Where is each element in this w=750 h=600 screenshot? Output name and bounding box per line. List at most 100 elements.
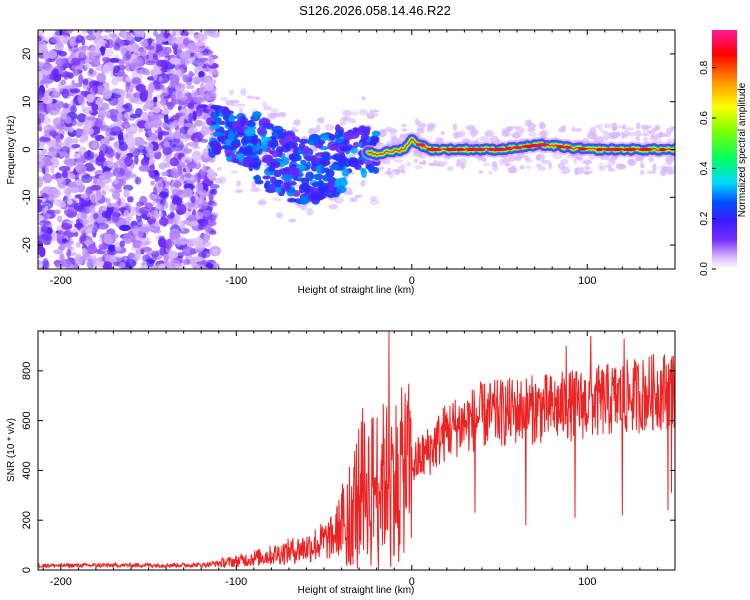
heatmap-cell bbox=[113, 65, 120, 74]
heatmap-cell bbox=[76, 220, 82, 231]
heatmap-cell bbox=[68, 45, 80, 53]
heatmap-cell bbox=[104, 30, 113, 33]
heatmap-cell bbox=[526, 127, 536, 132]
heatmap-cell bbox=[354, 194, 363, 198]
heatmap-cell bbox=[315, 124, 321, 133]
heatmap-cell bbox=[379, 128, 390, 132]
heatmap-cell bbox=[343, 132, 354, 140]
heatmap-cell bbox=[250, 187, 261, 193]
heatmap-cell bbox=[106, 157, 114, 165]
heatmap-cell bbox=[558, 127, 565, 133]
heatmap-cell bbox=[57, 229, 65, 241]
heatmap-cell bbox=[145, 250, 157, 255]
heatmap-cell bbox=[208, 69, 220, 76]
heatmap-cell bbox=[188, 57, 196, 64]
heatmap-cell bbox=[628, 159, 636, 167]
heatmap-cell bbox=[181, 188, 193, 197]
heatmap-cell bbox=[158, 131, 170, 136]
heatmap-cell bbox=[145, 60, 156, 66]
heatmap-cell bbox=[365, 126, 371, 132]
heatmap-cell bbox=[69, 38, 76, 47]
heatmap-cell bbox=[73, 153, 81, 159]
heatmap-cell bbox=[169, 230, 181, 240]
heatmap-cell bbox=[345, 187, 353, 195]
heatmap-cell bbox=[71, 79, 76, 90]
heatmap-cell bbox=[84, 58, 89, 70]
heatmap-cell bbox=[46, 151, 56, 156]
heatmap-cell bbox=[72, 69, 79, 77]
heatmap-cell bbox=[228, 117, 235, 122]
heatmap-cell bbox=[292, 166, 298, 176]
heatmap-cell bbox=[388, 128, 398, 134]
heatmap-cell bbox=[251, 144, 257, 151]
heatmap-cell bbox=[236, 180, 241, 187]
heatmap-peak bbox=[455, 147, 465, 152]
heatmap-cell bbox=[413, 158, 419, 164]
heatmap-cell bbox=[541, 159, 551, 165]
heatmap-cell bbox=[296, 204, 303, 209]
heatmap-cell bbox=[79, 135, 86, 144]
heatmap-cell bbox=[336, 185, 347, 194]
heatmap-cell bbox=[38, 30, 43, 37]
heatmap-cell bbox=[125, 136, 136, 147]
heatmap-cell bbox=[479, 136, 489, 142]
heatmap-cell bbox=[211, 121, 217, 126]
heatmap-cell bbox=[55, 172, 62, 179]
heatmap-cell bbox=[206, 172, 216, 179]
heatmap-cell bbox=[183, 219, 191, 225]
heatmap-cell bbox=[535, 153, 546, 161]
heatmap-cell bbox=[127, 216, 133, 221]
heatmap-cell bbox=[64, 116, 72, 124]
heatmap-cell bbox=[209, 140, 221, 149]
heatmap-cell bbox=[625, 127, 634, 131]
heatmap-cell bbox=[617, 125, 624, 129]
heatmap-cell bbox=[60, 79, 67, 86]
heatmap-cell bbox=[322, 154, 329, 162]
heatmap-cell bbox=[319, 180, 325, 189]
heatmap-cell bbox=[598, 162, 604, 170]
heatmap-cell bbox=[142, 104, 149, 112]
heatmap-cell bbox=[113, 161, 119, 170]
heatmap-cell bbox=[658, 131, 664, 138]
heatmap-cell bbox=[195, 182, 204, 192]
heatmap-cell bbox=[367, 164, 376, 173]
heatmap-cell bbox=[153, 264, 158, 269]
heatmap-cell bbox=[130, 173, 137, 178]
heatmap-cell bbox=[125, 76, 131, 83]
heatmap-cell bbox=[42, 62, 52, 71]
heatmap-cell bbox=[75, 242, 81, 248]
heatmap-cell bbox=[342, 109, 352, 116]
heatmap-cell bbox=[73, 202, 84, 211]
heatmap-cell bbox=[183, 122, 193, 128]
heatmap-cell bbox=[329, 133, 336, 141]
heatmap-cell bbox=[259, 198, 268, 202]
heatmap-cell bbox=[61, 88, 70, 99]
heatmap-cell bbox=[484, 130, 495, 138]
heatmap-cell bbox=[199, 76, 211, 83]
heatmap-cell bbox=[323, 167, 330, 174]
heatmap-cell bbox=[157, 122, 169, 128]
heatmap-cell bbox=[248, 161, 254, 172]
x-tick-label: -100 bbox=[225, 275, 247, 287]
heatmap-cell bbox=[334, 130, 340, 139]
heatmap-cell bbox=[55, 200, 67, 208]
heatmap-cell bbox=[172, 203, 178, 211]
heatmap-cell bbox=[50, 157, 58, 162]
y-tick-label: 800 bbox=[21, 362, 33, 380]
heatmap-cell bbox=[170, 259, 182, 269]
heatmap-cell bbox=[40, 160, 45, 167]
heatmap-cell bbox=[252, 111, 262, 119]
heatmap-cell bbox=[99, 111, 111, 117]
heatmap-cell bbox=[38, 40, 48, 51]
y-tick-label: 0 bbox=[21, 146, 33, 152]
heatmap-cell bbox=[501, 129, 509, 137]
spectrogram-heatmap bbox=[38, 30, 675, 269]
heatmap-cell bbox=[50, 164, 55, 174]
heatmap-cell bbox=[92, 30, 102, 37]
heatmap-cell bbox=[381, 160, 392, 165]
heatmap-cell bbox=[634, 130, 642, 138]
heatmap-cell bbox=[143, 89, 148, 98]
heatmap-cell bbox=[195, 197, 203, 205]
heatmap-cell bbox=[665, 156, 675, 163]
heatmap-cell bbox=[380, 131, 385, 138]
